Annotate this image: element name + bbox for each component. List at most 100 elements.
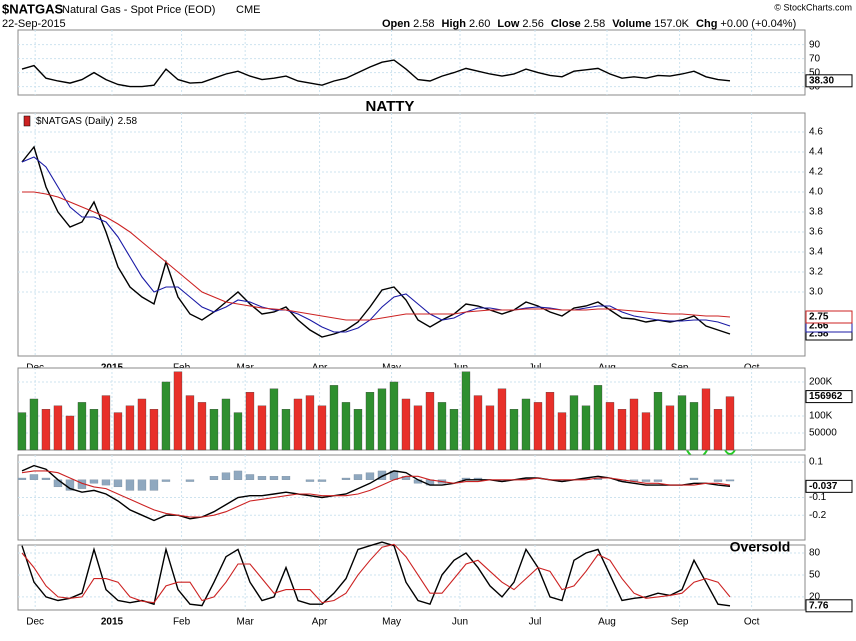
- quote-value: 2.60: [469, 18, 490, 30]
- quote-label: Low: [497, 18, 519, 30]
- last-value-label: 2.58: [809, 329, 829, 340]
- histogram-bar: [29, 474, 39, 480]
- instrument-name: Natural Gas - Spot Price (EOD): [62, 4, 215, 16]
- volume-bar: [281, 409, 291, 451]
- last-value-box: [805, 599, 853, 613]
- y-tick-label: 20: [809, 591, 821, 602]
- x-tick-label: Mar: [237, 617, 255, 628]
- volume-bar: [89, 409, 99, 451]
- volume-bar: [377, 388, 387, 451]
- series-line: [21, 59, 731, 88]
- series-line: [22, 191, 731, 321]
- x-tick-label: 2015: [101, 617, 124, 628]
- volume-bar: [101, 395, 111, 451]
- volume-bar: [113, 412, 123, 451]
- x-tick-label: Feb: [173, 617, 191, 628]
- exchange: CME: [236, 4, 260, 16]
- y-tick-label: 70: [809, 53, 821, 64]
- y-tick-label: 100K: [809, 411, 833, 422]
- volume-bar: [545, 392, 555, 451]
- y-tick-label: 4.0: [809, 187, 823, 198]
- y-tick-label: 3.4: [809, 247, 823, 258]
- panel: [17, 112, 806, 357]
- last-value-box: [805, 310, 853, 324]
- histogram-bar: [689, 477, 699, 480]
- volume-bar: [221, 398, 231, 451]
- quote-value: 2.58: [584, 18, 605, 30]
- y-tick-label: 50: [809, 67, 821, 78]
- x-tick-label: Sep: [671, 617, 689, 628]
- volume-bar: [401, 398, 411, 451]
- x-tick-label: Jul: [529, 617, 542, 628]
- volume-bar: [497, 388, 507, 451]
- volume-bar: [245, 392, 255, 451]
- volume-bar: [197, 402, 207, 451]
- panel: [17, 544, 806, 611]
- volume-bar: [365, 392, 375, 451]
- quote-label: Close: [551, 18, 581, 30]
- quote: Open 2.58 High 2.60 Low 2.56 Close 2.58 Volume 15…: [382, 18, 796, 30]
- histogram-bar: [269, 476, 279, 480]
- volume-bar: [689, 402, 699, 451]
- y-tick-label: -0.2: [809, 510, 827, 521]
- credit: © StockCharts.com: [774, 2, 852, 12]
- last-value-label: -0.037: [809, 481, 838, 492]
- quote-value: 2.58: [413, 18, 434, 30]
- volume-bar: [449, 409, 459, 451]
- volume-bar: [725, 396, 735, 451]
- volume-bar: [341, 402, 351, 451]
- legend: $NATGAS (Daily) 2.58: [36, 116, 138, 127]
- histogram-bar: [41, 477, 51, 480]
- series-line: [21, 543, 731, 604]
- volume-bar: [389, 381, 399, 451]
- histogram-bar: [149, 479, 159, 491]
- volume-bar: [521, 398, 531, 451]
- volume-bar: [329, 385, 339, 451]
- histogram-bar: [341, 477, 351, 480]
- panel: [17, 367, 806, 451]
- volume-bar: [173, 371, 183, 451]
- volume-bar: [305, 395, 315, 451]
- histogram-bar: [89, 479, 99, 484]
- y-tick-label: 4.2: [809, 167, 823, 178]
- date: 22-Sep-2015: [2, 18, 66, 30]
- histogram-bar: [365, 472, 375, 480]
- histogram-bar: [641, 479, 651, 482]
- legend-name: $NATGAS (Daily): [36, 116, 114, 127]
- volume-bar: [485, 405, 495, 451]
- histogram-bar: [281, 476, 291, 480]
- y-tick-label: 4.6: [809, 127, 823, 138]
- histogram-bar: [17, 477, 27, 480]
- volume-bar: [701, 388, 711, 451]
- last-value-box: [805, 390, 853, 404]
- volume-bar: [125, 405, 135, 451]
- volume-bar: [617, 409, 627, 451]
- volume-bar: [293, 398, 303, 451]
- y-tick-label: 50: [809, 570, 821, 581]
- series-line: [21, 145, 731, 338]
- legend-value: 2.58: [118, 116, 138, 127]
- volume-bar: [413, 405, 423, 451]
- quote-label: Volume: [612, 18, 651, 30]
- volume-bar: [629, 398, 639, 451]
- x-tick-label: Aug: [598, 617, 616, 628]
- histogram-bar: [653, 479, 663, 482]
- last-value-label: 38.30: [809, 75, 834, 86]
- volume-bar: [641, 412, 651, 451]
- series-line: [21, 470, 731, 518]
- panel: [17, 29, 806, 96]
- volume-bar: [581, 405, 591, 451]
- histogram-bar: [185, 479, 195, 482]
- y-tick-label: 50000: [809, 428, 837, 439]
- volume-bar: [713, 409, 723, 451]
- volume-bar: [509, 409, 519, 451]
- volume-bar: [557, 412, 567, 451]
- y-tick-label: 0.1: [809, 457, 823, 468]
- volume-bar: [77, 402, 87, 451]
- y-tick-label: -0.1: [809, 492, 827, 503]
- symbol: $NATGAS: [2, 1, 63, 16]
- histogram-bar: [125, 479, 135, 491]
- volume-bar: [65, 415, 75, 451]
- last-value-label: 2.75: [809, 312, 829, 323]
